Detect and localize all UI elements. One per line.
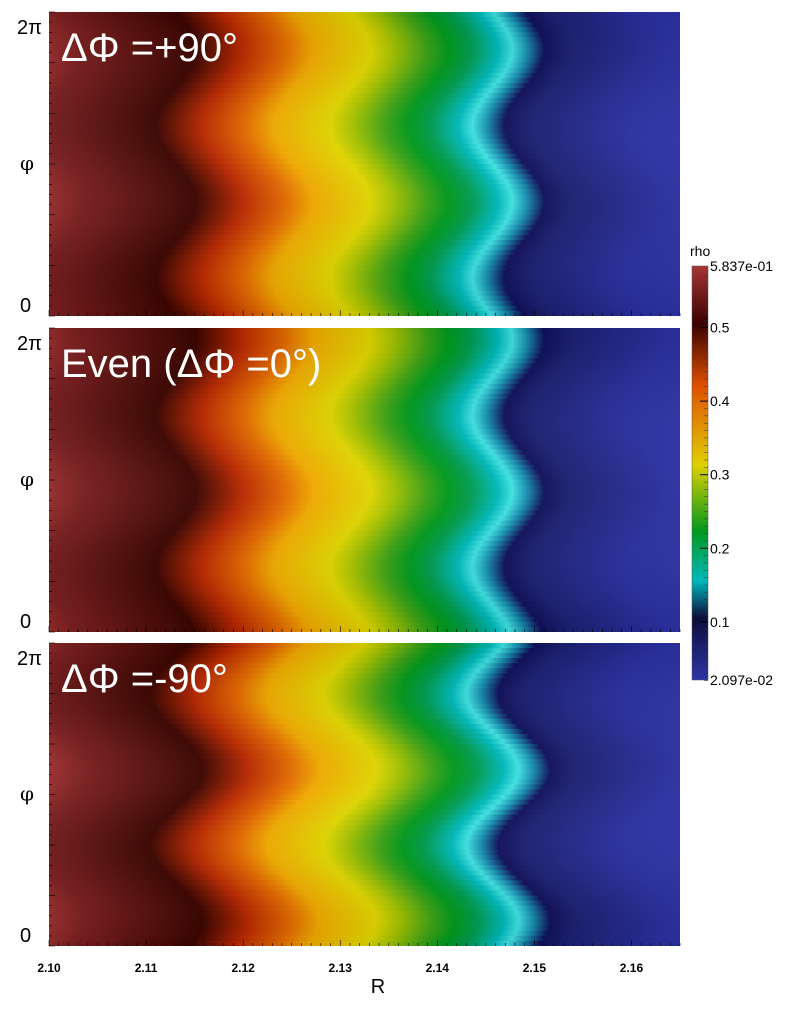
- x-tick-label: 2.15: [523, 961, 547, 975]
- y-axis-label: φ: [20, 467, 34, 491]
- colorbar-min-label: 2.097e-02: [710, 672, 773, 688]
- panel-ticks: [48, 327, 681, 633]
- panel-title: ΔΦ =-90°: [61, 657, 228, 701]
- panel-title: Even (ΔΦ =0°): [61, 342, 321, 386]
- colorbar: 0.5 0.4 0.3 0.2 0.1 5.837e-01 2.097e-02 rho: [690, 243, 773, 688]
- y-tick-top: 2π: [17, 17, 42, 39]
- y-axis-label: φ: [20, 782, 34, 806]
- heatmap-panel: [49, 643, 680, 946]
- panel-ticks: [48, 642, 681, 947]
- x-tick-label: 2.11: [135, 961, 158, 975]
- panel-shading: [49, 643, 680, 946]
- heatmap-panel: [49, 12, 680, 316]
- panel-shading: [49, 328, 680, 632]
- panels: ΔΦ =+90° 2π 0 φ Even (ΔΦ =0°) 2π 0 φ ΔΦ =-90° 2π 0…: [17, 11, 681, 947]
- y-tick-bottom: 0: [20, 611, 31, 633]
- x-tick-label: 2.10: [37, 961, 61, 975]
- y-axis-label: φ: [20, 151, 34, 175]
- heatmap-panel: [49, 328, 680, 632]
- y-tick-top: 2π: [17, 648, 42, 670]
- y-tick-top: 2π: [17, 333, 42, 355]
- panel-title: ΔΦ =+90°: [61, 26, 238, 70]
- x-tick-label: 2.13: [329, 961, 353, 975]
- colorbar-tick-label: 0.4: [710, 393, 730, 409]
- x-axis: 2.10 2.11 2.12 2.13 2.14 2.15 2.16: [37, 961, 643, 975]
- colorbar-bar: [691, 265, 709, 681]
- colorbar-tick-label: 0.5: [710, 320, 730, 336]
- panel-ticks: [48, 11, 681, 317]
- colorbar-tick-label: 0.3: [710, 467, 730, 483]
- colorbar-max-label: 5.837e-01: [710, 258, 773, 274]
- x-axis-label: R: [371, 976, 385, 998]
- x-tick-label: 2.16: [620, 961, 644, 975]
- panel-shading: [49, 12, 680, 316]
- x-tick-label: 2.12: [231, 961, 255, 975]
- colorbar-tick-label: 0.2: [710, 540, 730, 556]
- x-tick-label: 2.14: [426, 961, 450, 975]
- colorbar-title: rho: [690, 243, 710, 259]
- y-tick-bottom: 0: [20, 925, 31, 947]
- colorbar-tick-label: 0.1: [710, 614, 730, 630]
- y-tick-bottom: 0: [20, 295, 31, 317]
